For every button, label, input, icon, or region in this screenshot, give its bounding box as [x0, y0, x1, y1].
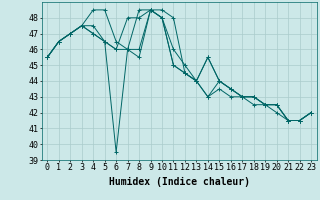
X-axis label: Humidex (Indice chaleur): Humidex (Indice chaleur): [109, 177, 250, 187]
